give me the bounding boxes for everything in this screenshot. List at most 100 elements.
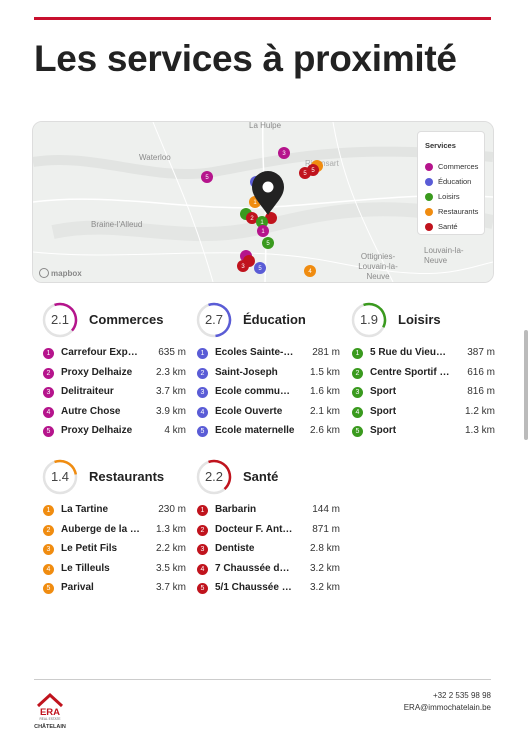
- service-row[interactable]: 1 Ecoles Sainte-Lutgarde 281 m: [197, 345, 340, 365]
- top-accent-line: [34, 17, 491, 20]
- service-distance: 2.3 km: [155, 366, 186, 378]
- category-name: Loisirs: [398, 312, 441, 327]
- service-row[interactable]: 2 Saint-Joseph 1.5 km: [197, 365, 340, 385]
- rank-badge: 4: [352, 406, 363, 418]
- map-marker[interactable]: 5: [262, 237, 274, 249]
- rank-badge: 4: [197, 406, 208, 418]
- service-row[interactable]: 3 Delitraiteur 3.7 km: [43, 384, 186, 404]
- service-row[interactable]: 2 Centre Sportif de Rixensart 616 m: [352, 365, 495, 385]
- map-marker[interactable]: 5: [201, 171, 213, 183]
- service-row[interactable]: 2 Docteur F. Anthonissen 871 m: [197, 522, 340, 542]
- service-distance: 4 km: [164, 425, 186, 436]
- contact-info: +32 2 535 98 98 ERA@immochatelain.be: [404, 690, 491, 714]
- service-name: Delitraiteur: [61, 386, 114, 397]
- map-marker[interactable]: 5: [254, 262, 266, 274]
- rank-badge: 3: [43, 544, 54, 555]
- service-row[interactable]: 1 La Tartine 230 m: [43, 502, 186, 522]
- place-label: Louvain-la-Neuve: [424, 246, 464, 265]
- services-map[interactable]: La Hulpe Waterloo Rixensart Braine-l'All…: [32, 121, 494, 283]
- service-name: École Ouverte: [215, 405, 283, 417]
- legend-item: Commerces: [425, 162, 478, 171]
- service-row[interactable]: 1 Carrefour Express 635 m: [43, 345, 186, 365]
- service-row[interactable]: 1 Barbarin 144 m: [197, 502, 340, 522]
- category-name: Restaurants: [89, 469, 165, 484]
- service-distance: 387 m: [467, 347, 495, 358]
- service-row[interactable]: 4 École Ouverte 2.1 km: [197, 404, 340, 424]
- service-row[interactable]: 1 5 Rue du Vieux Moulin 387 m: [352, 345, 495, 365]
- service-row[interactable]: 5 Parival 3.7 km: [43, 580, 186, 600]
- svg-text:5: 5: [266, 241, 270, 247]
- svg-text:5: 5: [258, 266, 262, 272]
- service-row[interactable]: 5 Ecole maternelle 2.6 km: [197, 423, 340, 443]
- service-name: 7 Chaussée de Louvain: [215, 562, 295, 574]
- rank-badge: 1: [352, 348, 363, 359]
- legend-label: Santé: [438, 222, 458, 231]
- map-marker[interactable]: 3: [278, 147, 290, 159]
- map-marker[interactable]: 3: [237, 260, 249, 272]
- service-distance: 3.7 km: [155, 582, 186, 593]
- map-marker[interactable]: 2: [246, 212, 258, 224]
- map-marker[interactable]: 1: [257, 225, 269, 237]
- legend-dot-icon: [425, 192, 433, 201]
- service-row[interactable]: 5 Sport 1.3 km: [352, 423, 495, 443]
- map-marker[interactable]: 4: [304, 265, 316, 277]
- service-name: Proxy Delhaize: [61, 425, 133, 436]
- service-name: Proxy Delhaize: [61, 366, 133, 378]
- legend-item: Santé: [425, 222, 458, 231]
- contact-email[interactable]: ERA@immochatelain.be: [403, 703, 491, 712]
- service-row[interactable]: 4 Autre Chose 3.9 km: [43, 404, 186, 424]
- service-name: Centre Sportif de Rixensart: [370, 366, 450, 378]
- service-distance: 2.8 km: [309, 543, 340, 554]
- rank-badge: 5: [43, 426, 54, 437]
- legend-item: Loisirs: [425, 192, 460, 201]
- service-distance: 3.2 km: [309, 582, 340, 593]
- map-marker[interactable]: 5: [299, 167, 311, 179]
- service-name: 5/1 Chaussée de Louvain: [215, 582, 295, 593]
- service-row[interactable]: 3 Sport 816 m: [352, 384, 495, 404]
- legend-label: Loisirs: [438, 192, 460, 201]
- service-distance: 3.7 km: [155, 386, 186, 397]
- service-row[interactable]: 4 Le Tilleuls 3.5 km: [43, 561, 186, 581]
- svg-text:3: 3: [241, 264, 245, 270]
- service-name: Le Tilleuls: [61, 562, 110, 574]
- service-row[interactable]: 4 Sport 1.2 km: [352, 404, 495, 424]
- legend-dot-icon: [425, 162, 433, 171]
- service-name: Auberge de la Ferme: [61, 523, 141, 535]
- service-row[interactable]: 5 5/1 Chaussée de Louvain 3.2 km: [197, 580, 340, 600]
- service-row[interactable]: 3 Ecole communale 1.6 km: [197, 384, 340, 404]
- service-name: 5 Rue du Vieux Moulin: [370, 347, 450, 358]
- svg-text:3: 3: [282, 151, 286, 157]
- service-row[interactable]: 2 Auberge de la Ferme 1.3 km: [43, 522, 186, 542]
- service-name: Le Petit Fils: [61, 543, 118, 554]
- service-distance: 616 m: [467, 366, 495, 378]
- service-distance: 1.6 km: [309, 386, 340, 397]
- category-card: 2.7 Éducation 1 Ecoles Sainte-Lutgarde 281 m…: [196, 302, 346, 437]
- service-row[interactable]: 3 Le Petit Fils 2.2 km: [43, 541, 186, 561]
- category-name: Commerces: [89, 312, 164, 327]
- score-ring: [351, 302, 387, 338]
- mapbox-attribution[interactable]: mapbox: [39, 268, 82, 278]
- contact-phone[interactable]: +32 2 535 98 98: [432, 691, 491, 700]
- service-name: Sport: [370, 425, 397, 436]
- category-name: Santé: [243, 469, 279, 484]
- service-distance: 2.1 km: [309, 405, 340, 417]
- category-score: 2.2: [204, 469, 224, 484]
- scrollbar[interactable]: [524, 330, 528, 440]
- service-distance: 2.6 km: [309, 425, 340, 436]
- service-row[interactable]: 3 Dentiste 2.8 km: [197, 541, 340, 561]
- legend-item: Restaurants: [425, 207, 478, 216]
- legend-title: Services: [425, 141, 456, 150]
- rank-badge: 2: [197, 367, 208, 379]
- service-distance: 1.3 km: [155, 523, 186, 535]
- service-name: Ecole communale: [215, 386, 295, 397]
- svg-text:5: 5: [311, 168, 315, 174]
- service-distance: 816 m: [467, 386, 495, 397]
- svg-text:2: 2: [250, 216, 254, 222]
- service-row[interactable]: 2 Proxy Delhaize 2.3 km: [43, 365, 186, 385]
- service-row[interactable]: 5 Proxy Delhaize 4 km: [43, 423, 186, 443]
- service-row[interactable]: 4 7 Chaussée de Louvain 3.2 km: [197, 561, 340, 581]
- legend-label: Éducation: [438, 177, 472, 186]
- service-name: La Tartine: [61, 504, 109, 515]
- footer-divider: [34, 679, 491, 680]
- map-marker[interactable]: 1: [256, 216, 268, 228]
